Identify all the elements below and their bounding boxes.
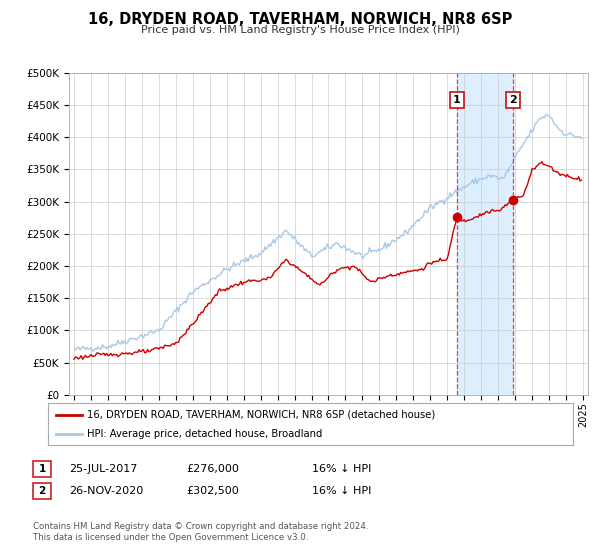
Bar xyxy=(457,73,514,395)
Text: 16, DRYDEN ROAD, TAVERHAM, NORWICH, NR8 6SP (detached house): 16, DRYDEN ROAD, TAVERHAM, NORWICH, NR8 … xyxy=(88,409,436,419)
Text: 2: 2 xyxy=(509,95,517,105)
Text: 1: 1 xyxy=(453,95,461,105)
Text: £276,000: £276,000 xyxy=(186,464,239,474)
Text: 2: 2 xyxy=(38,486,46,496)
Text: 26-NOV-2020: 26-NOV-2020 xyxy=(69,486,143,496)
Text: £302,500: £302,500 xyxy=(186,486,239,496)
Text: 16% ↓ HPI: 16% ↓ HPI xyxy=(312,464,371,474)
Text: Contains HM Land Registry data © Crown copyright and database right 2024.: Contains HM Land Registry data © Crown c… xyxy=(33,522,368,531)
Text: 16, DRYDEN ROAD, TAVERHAM, NORWICH, NR8 6SP: 16, DRYDEN ROAD, TAVERHAM, NORWICH, NR8 … xyxy=(88,12,512,27)
Text: HPI: Average price, detached house, Broadland: HPI: Average price, detached house, Broa… xyxy=(88,429,323,439)
Text: This data is licensed under the Open Government Licence v3.0.: This data is licensed under the Open Gov… xyxy=(33,533,308,542)
Text: 25-JUL-2017: 25-JUL-2017 xyxy=(69,464,137,474)
Text: Price paid vs. HM Land Registry's House Price Index (HPI): Price paid vs. HM Land Registry's House … xyxy=(140,25,460,35)
Text: 1: 1 xyxy=(38,464,46,474)
Text: 16% ↓ HPI: 16% ↓ HPI xyxy=(312,486,371,496)
